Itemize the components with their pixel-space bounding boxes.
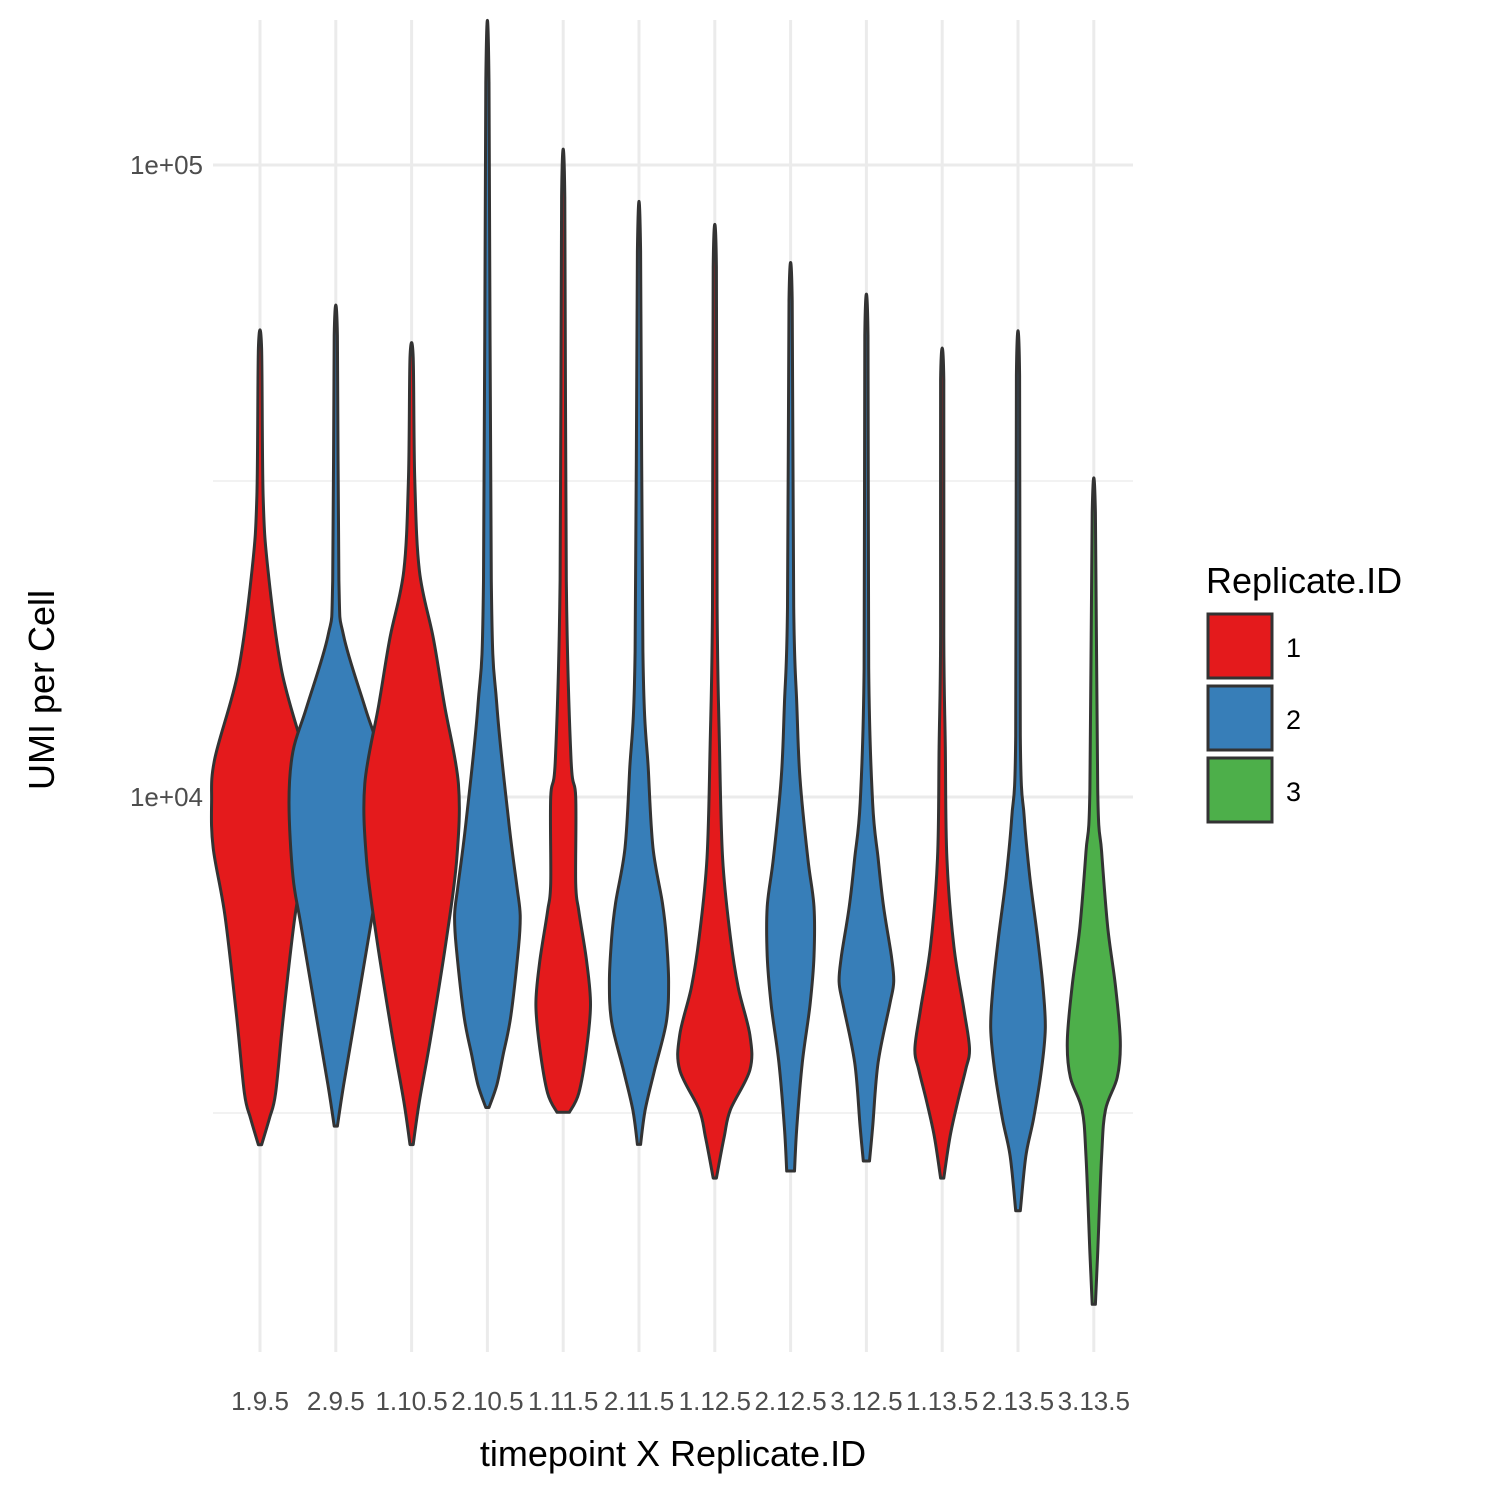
x-tick-label: 2.12.5 [754, 1386, 826, 1416]
y-axis-title: UMI per Cell [21, 590, 62, 790]
legend-label-1: 1 [1286, 633, 1301, 663]
x-tick-label: 3.13.5 [1058, 1386, 1130, 1416]
violin-2.11.5 [607, 199, 671, 1146]
legend-title: Replicate.ID [1206, 560, 1402, 601]
x-tick-label: 2.10.5 [451, 1386, 523, 1416]
legend-key-3 [1206, 756, 1274, 824]
x-axis-ticks: 1.9.5 2.9.5 1.10.5 2.10.5 1.11.5 2.11.5 1.12.5… [231, 1386, 1130, 1416]
legend-key-2 [1206, 684, 1274, 752]
x-tick-label: 1.9.5 [231, 1386, 289, 1416]
x-tick-label: 2.11.5 [604, 1386, 674, 1416]
x-tick-label: 1.13.5 [906, 1386, 978, 1416]
y-axis-ticks: 1e+04 1e+05 [130, 150, 203, 812]
legend: Replicate.ID 1 2 3 [1206, 560, 1402, 824]
x-tick-label: 3.12.5 [830, 1386, 902, 1416]
x-tick-label: 1.12.5 [679, 1386, 751, 1416]
violin-layer [209, 19, 1122, 1306]
legend-key-1 [1206, 612, 1274, 680]
violin-1.9.5 [209, 328, 311, 1147]
violin-1.11.5 [534, 147, 592, 1114]
x-tick-label: 2.13.5 [982, 1386, 1054, 1416]
x-tick-label: 1.11.5 [528, 1386, 598, 1416]
y-tick-label: 1e+04 [130, 782, 203, 812]
legend-label-2: 2 [1286, 705, 1301, 735]
x-tick-label: 2.9.5 [307, 1386, 365, 1416]
violin-2.10.5 [453, 19, 522, 1109]
y-tick-label: 1e+05 [130, 150, 203, 180]
violin-2.12.5 [765, 261, 817, 1173]
violin-1.10.5 [362, 341, 461, 1147]
x-tick-label: 1.10.5 [375, 1386, 447, 1416]
violin-2.13.5 [989, 329, 1047, 1213]
x-axis-title: timepoint X Replicate.ID [480, 1433, 866, 1474]
violin-1.12.5 [676, 223, 754, 1180]
violin-2.9.5 [287, 303, 385, 1128]
legend-label-3: 3 [1286, 777, 1301, 807]
violin-3.12.5 [837, 292, 896, 1163]
violin-1.13.5 [913, 346, 972, 1180]
violin-3.13.5 [1065, 476, 1122, 1306]
